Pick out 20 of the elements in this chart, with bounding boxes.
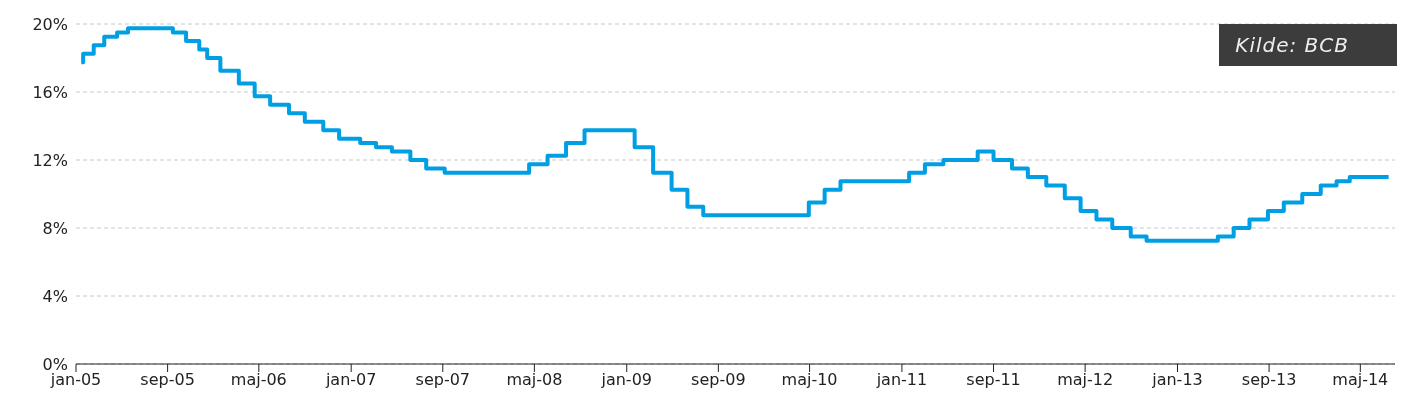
x-tick-label: jan-09 [600,370,653,390]
x-tick-label: jan-11 [875,370,928,390]
y-tick-label: 16% [32,82,68,102]
x-tick-label: sep-07 [415,370,471,390]
x-tick-label: maj-08 [506,370,563,390]
y-tick-label: 8% [42,218,68,238]
y-tick-label: 4% [42,286,68,306]
x-tick-label: jan-07 [324,370,377,390]
x-tick-label: sep-05 [140,370,195,390]
x-tick-label: maj-10 [781,370,838,390]
x-tick-label: maj-06 [230,370,287,390]
x-tick-label: sep-11 [966,370,1021,390]
y-tick-label: 20% [32,14,68,34]
x-tick-label: jan-13 [1151,370,1203,390]
y-tick-label: 12% [32,150,68,170]
x-tick-label: sep-13 [1241,370,1297,390]
x-tick-label: sep-09 [691,370,746,390]
x-tick-label: maj-12 [1057,370,1114,390]
x-tick-label: maj-14 [1332,370,1389,390]
annotation: Kilde: BCB [1219,24,1397,66]
